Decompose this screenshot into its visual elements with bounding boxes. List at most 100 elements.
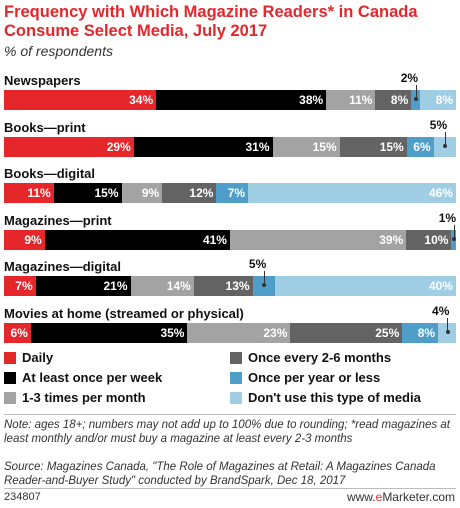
data-label: 25% <box>375 325 400 340</box>
data-label: 46% <box>428 186 453 200</box>
bar-segment-every-2-6-months <box>290 322 403 343</box>
bar-segment-yearly-or-less <box>402 322 439 343</box>
bar-track: 9% 41% 39% 10% 1% <box>4 211 457 250</box>
bar-segment-monthly <box>121 183 163 203</box>
legend-swatch <box>230 392 242 404</box>
legend-label: 1-3 times per month <box>22 390 146 405</box>
category-label: Magazines—print <box>4 212 112 228</box>
bar-segment-dont-use <box>420 90 456 110</box>
bar-segment-every-2-6-months <box>406 229 452 250</box>
chart-title: Frequency with Which Magazine Readers* i… <box>4 3 418 40</box>
data-label: 7% <box>15 279 33 293</box>
callout-dot <box>443 143 448 148</box>
data-label: 41% <box>202 232 227 247</box>
callout-dot <box>452 236 457 241</box>
bar-segment-daily <box>4 90 157 110</box>
bar-segment-monthly <box>187 322 291 343</box>
chart-id: 234807 <box>4 491 41 503</box>
bar-segment-daily <box>4 276 36 296</box>
data-label: 21% <box>103 279 128 293</box>
brand-suffix: Marketer.com <box>382 490 455 504</box>
bar-track: 7% 21% 14% 13% 5% 40% <box>4 257 456 296</box>
bar-segment-weekly <box>44 229 230 250</box>
data-label: 38% <box>299 93 324 107</box>
chart-source: Source: Magazines Canada, "The Role of M… <box>4 461 436 487</box>
data-label: 23% <box>263 325 288 340</box>
data-label: 8% <box>435 93 453 107</box>
bar-segment-weekly <box>35 276 131 296</box>
data-label: 5% <box>248 257 267 271</box>
data-label: 11% <box>27 186 51 200</box>
data-label: 8% <box>390 93 409 107</box>
category-label: Newspapers <box>4 73 81 88</box>
legend-swatch <box>4 392 16 404</box>
legend-label: Don't use this type of media <box>248 390 421 405</box>
bar-segment-monthly <box>272 136 340 157</box>
brand-prefix: www. <box>346 490 376 504</box>
bar-segment-dont-use <box>275 276 456 296</box>
bar-track: 11% 15% 9% 12% 7% 46% <box>4 183 456 203</box>
bar-segment-daily <box>4 322 31 343</box>
bar-segment-yearly-or-less <box>216 183 249 203</box>
chart-subtitle: % of respondents <box>4 43 113 59</box>
bar-segment-weekly <box>53 183 122 203</box>
category-label: Magazines—digital <box>4 259 122 274</box>
legend-swatch <box>230 352 242 364</box>
bar-segment-weekly <box>156 90 327 110</box>
data-label: 40% <box>428 279 453 293</box>
data-label: 15% <box>379 139 404 154</box>
category-label: Books—print <box>4 119 86 135</box>
bar-segment-monthly <box>130 276 194 296</box>
data-label: 1% <box>438 210 457 225</box>
data-label: 35% <box>160 325 185 340</box>
bar-segment-weekly <box>133 136 273 157</box>
data-label: 13% <box>225 279 250 293</box>
brand-accent: e <box>375 490 383 504</box>
data-label: 10% <box>424 232 449 247</box>
data-label: 11% <box>349 93 373 107</box>
bar-track: 6% 35% 23% 25% 8% 4% <box>4 304 456 343</box>
bar-segment-daily <box>4 136 134 157</box>
legend-label: Once every 2-6 months <box>248 350 392 365</box>
legend: Daily At least once per week 1-3 times per… <box>4 349 456 409</box>
data-label: 15% <box>94 186 119 200</box>
data-label: 31% <box>245 139 270 154</box>
brand-logo[interactable]: www.eMarketer.com <box>347 490 455 504</box>
data-label: 5% <box>429 117 448 132</box>
callout-dot <box>414 97 419 101</box>
data-label: 12% <box>189 186 214 200</box>
legend-label: Once per year or less <box>248 370 381 385</box>
data-label: 9% <box>24 232 42 247</box>
data-label: 6% <box>10 325 28 340</box>
bar-segment-dont-use <box>248 183 456 203</box>
data-label: 7% <box>227 186 246 200</box>
callout-dot <box>445 329 450 334</box>
callout-line <box>263 271 265 284</box>
data-label: 4% <box>432 303 450 318</box>
bar-segment-every-2-6-months <box>162 183 217 203</box>
legend-swatch <box>4 372 16 384</box>
category-label: Books—digital <box>4 166 96 181</box>
data-label: 34% <box>129 93 154 107</box>
bar-segment-monthly <box>326 90 376 110</box>
bar-segment-daily <box>4 183 54 203</box>
data-label: 9% <box>141 186 160 200</box>
legend-swatch <box>230 372 242 384</box>
legend-label: At least once per week <box>22 370 163 385</box>
data-label: 8% <box>417 325 436 340</box>
data-label: 14% <box>166 279 191 293</box>
callout-line <box>444 131 446 145</box>
bar-segment-weekly <box>30 322 188 343</box>
callout-line <box>447 317 449 331</box>
data-label: 39% <box>379 232 404 247</box>
bar-segment-every-2-6-months <box>375 90 412 110</box>
bar-segment-daily <box>4 229 45 250</box>
data-label: 29% <box>106 139 131 154</box>
divider <box>4 488 456 489</box>
callout-dot <box>262 283 267 287</box>
legend-label: Daily <box>22 350 54 365</box>
callout-line <box>453 224 455 238</box>
bar-segment-every-2-6-months <box>339 136 407 157</box>
bar-segment-every-2-6-months <box>193 276 253 296</box>
